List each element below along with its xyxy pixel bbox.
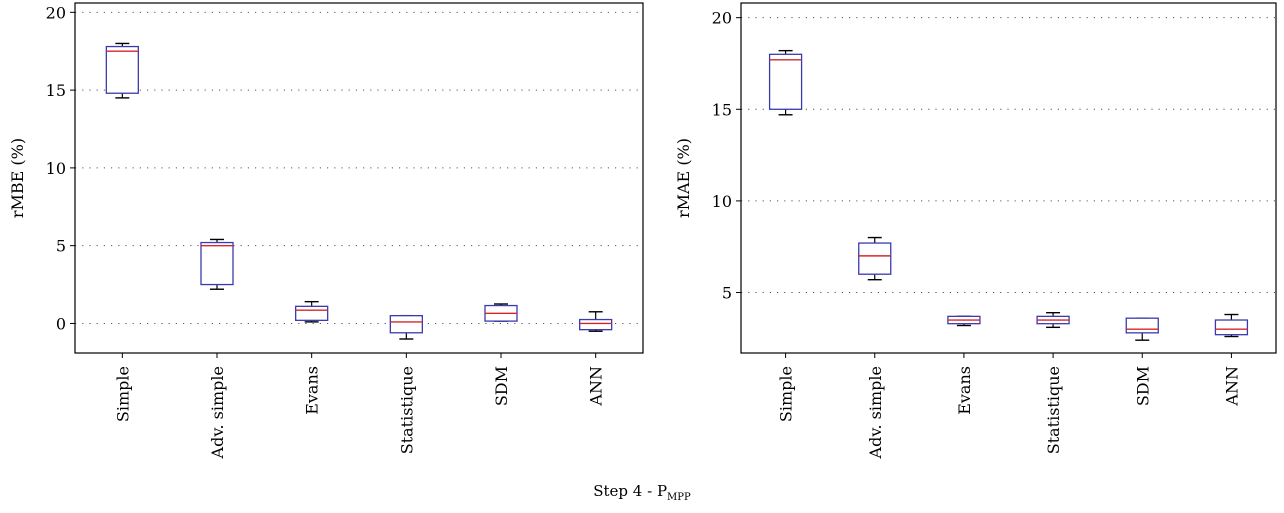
y-tick-label: 0 xyxy=(56,314,66,333)
y-tick-label: 15 xyxy=(712,100,732,119)
x-tick-label: Evans xyxy=(955,366,974,415)
y-tick-label: 5 xyxy=(722,284,732,303)
box-iqr xyxy=(200,241,234,286)
x-tick-label: Simple xyxy=(113,366,132,422)
box-iqr xyxy=(579,318,613,331)
y-tick-label: 10 xyxy=(712,192,732,211)
x-tick-label: Statistique xyxy=(1044,366,1063,454)
x-tick-label: ANN xyxy=(587,366,606,407)
x-tick-label: ANN xyxy=(1222,366,1241,407)
y-tick-label: 5 xyxy=(56,237,66,256)
x-tick-label: Statistique xyxy=(397,366,416,454)
y-tick-label: 20 xyxy=(712,9,732,28)
x-tick-label: Adv. simple xyxy=(866,366,885,459)
x-tick-label: SDM xyxy=(1133,366,1152,406)
x-tick-label: Simple xyxy=(777,366,796,422)
box-iqr xyxy=(389,315,423,334)
chart-rmbe: 0 5 10 15 20 Simple Adv. simple Evans Statistiqu… xyxy=(8,2,644,459)
x-tick-label: Adv. simple xyxy=(208,366,227,459)
x-tick-label: SDM xyxy=(492,366,511,406)
box-iqr xyxy=(1125,317,1159,334)
box-iqr xyxy=(768,53,803,110)
caption-subscript: MPP xyxy=(667,492,691,503)
y-tick-label: 10 xyxy=(46,159,66,178)
x-tick-label: Evans xyxy=(303,366,322,415)
y-tick-label: 20 xyxy=(46,3,66,22)
y-tick-label: 15 xyxy=(46,81,66,100)
box-iqr xyxy=(295,305,329,321)
box-iqr xyxy=(858,242,892,275)
chart-rmae: 5 10 15 20 Simple Adv. simple Evans Statistique… xyxy=(674,2,1277,459)
box-iqr xyxy=(1214,319,1249,336)
figure-caption: Step 4 - PMPP xyxy=(0,482,1284,503)
y-axis-label: rMBE (%) xyxy=(8,138,27,218)
box-iqr xyxy=(105,45,139,94)
plot-frame xyxy=(74,2,644,354)
caption-main: Step 4 - P xyxy=(593,482,668,500)
plot-frame xyxy=(740,2,1277,354)
y-axis-label: rMAE (%) xyxy=(674,138,693,218)
